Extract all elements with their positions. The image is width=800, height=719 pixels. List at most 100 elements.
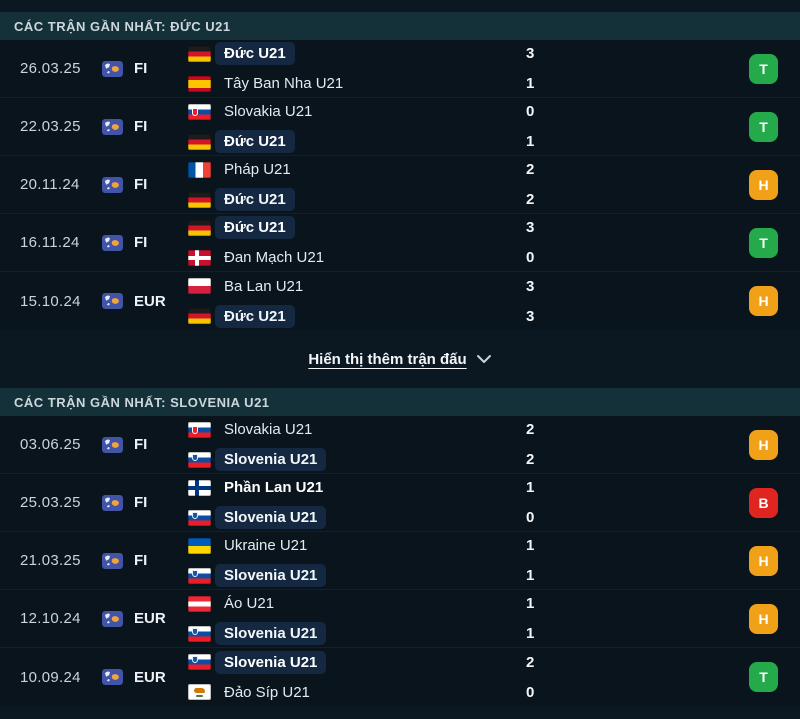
team-line: Phần Lan U21 — [188, 475, 524, 500]
league-cell: FI — [102, 494, 188, 511]
result-cell: T — [749, 53, 800, 84]
world-league-icon — [102, 610, 123, 627]
germany-flag-icon — [188, 133, 211, 150]
team-matches-section: CÁC TRẬN GẦN NHẤT: SLOVENIA U21 03.06.25… — [0, 388, 800, 706]
league-cell: FI — [102, 176, 188, 193]
match-date: 25.03.25 — [20, 494, 81, 511]
match-row[interactable]: 20.11.24 FI Pháp U21 — [0, 156, 800, 214]
scores-cell: 3 3 — [524, 274, 554, 329]
team-name: Slovenia U21 — [215, 506, 327, 529]
slovakia-flag-icon — [188, 103, 211, 120]
team-score: 2 — [526, 421, 535, 438]
team-line: Đức U21 — [188, 215, 524, 240]
team-score: 1 — [526, 537, 535, 554]
team-score: 1 — [526, 75, 535, 92]
team-score: 0 — [526, 509, 535, 526]
match-row[interactable]: 12.10.24 EUR Áo U21 — [0, 590, 800, 648]
teams-cell: Pháp U21 Đức U21 — [188, 157, 524, 212]
team-line: Slovakia U21 — [188, 99, 524, 124]
league-cell: FI — [102, 234, 188, 251]
team-score: 3 — [526, 307, 535, 325]
team-name: Đức U21 — [215, 42, 295, 65]
match-date: 16.11.24 — [20, 234, 80, 251]
match-date: 03.06.25 — [20, 436, 81, 453]
team-line: Slovenia U21 — [188, 563, 524, 588]
match-date: 15.10.24 — [20, 292, 81, 310]
teams-cell: Đức U21 Tây Ban Nha U21 — [188, 41, 524, 96]
team-name: Tây Ban Nha U21 — [224, 75, 344, 92]
team-name: Áo U21 — [224, 595, 275, 612]
match-row[interactable]: 10.09.24 EUR Slovenia U21 — [0, 648, 800, 706]
match-row[interactable]: 21.03.25 FI Ukraine U21 — [0, 532, 800, 590]
match-row[interactable]: 22.03.25 FI Slovakia U21 — [0, 98, 800, 156]
match-row[interactable]: 16.11.24 FI Đức U21 — [0, 214, 800, 272]
teams-cell: Slovakia U21 Slovenia U21 — [188, 417, 524, 472]
show-more-bar: Hiển thị thêm trận đấu — [0, 330, 800, 388]
team-name: Đức U21 — [215, 304, 295, 328]
team-score: 1 — [526, 595, 535, 612]
team-name: Slovenia U21 — [215, 650, 327, 674]
result-badge: T — [749, 111, 778, 142]
team-name: Slovakia U21 — [224, 103, 313, 120]
match-row[interactable]: 15.10.24 EUR Ba Lan U21 — [0, 272, 800, 330]
team-line: Đảo Síp U21 — [188, 680, 524, 705]
league-cell: FI — [102, 552, 188, 569]
match-date: 26.03.25 — [20, 60, 81, 77]
result-cell: H — [749, 545, 800, 576]
team-line: Slovenia U21 — [188, 621, 524, 646]
section-title: CÁC TRẬN GẦN NHẤT: ĐỨC U21 — [14, 18, 231, 34]
team-line: Đan Mạch U21 — [188, 245, 524, 270]
match-list: 03.06.25 FI Slovakia U21 — [0, 416, 800, 706]
section-header: CÁC TRẬN GẦN NHẤT: ĐỨC U21 — [0, 12, 800, 40]
teams-cell: Ba Lan U21 Đức U21 — [188, 274, 524, 329]
scores-cell: 3 1 — [524, 41, 554, 96]
team-name: Đảo Síp U21 — [224, 683, 310, 701]
league-code: FI — [134, 60, 148, 77]
result-badge: H — [749, 169, 778, 200]
team-line: Áo U21 — [188, 591, 524, 616]
team-name: Đức U21 — [215, 188, 295, 211]
world-league-icon — [102, 234, 123, 251]
slovakia-flag-icon — [188, 421, 211, 438]
slovenia-flag-icon — [188, 509, 211, 526]
germany-flag-icon — [188, 45, 211, 62]
team-name: Đan Mạch U21 — [224, 249, 325, 266]
slovenia-flag-icon — [188, 654, 211, 670]
match-date: 10.09.24 — [20, 668, 81, 686]
team-name: Slovenia U21 — [215, 448, 327, 471]
match-row[interactable]: 03.06.25 FI Slovakia U21 — [0, 416, 800, 474]
world-league-icon — [102, 118, 123, 135]
team-name: Slovakia U21 — [224, 421, 313, 438]
team-score: 1 — [526, 625, 535, 642]
league-code: EUR — [134, 668, 166, 686]
league-cell: EUR — [102, 610, 188, 627]
teams-cell: Slovakia U21 Đức U21 — [188, 99, 524, 154]
world-league-icon — [102, 436, 123, 453]
teams-cell: Ukraine U21 Slovenia U21 — [188, 533, 524, 588]
team-line: Ukraine U21 — [188, 533, 524, 558]
team-score: 1 — [526, 133, 535, 150]
team-score: 2 — [526, 191, 535, 208]
world-league-icon — [102, 60, 123, 77]
team-score: 3 — [526, 219, 535, 236]
team-line: Slovenia U21 — [188, 505, 524, 530]
team-line: Đức U21 — [188, 41, 524, 66]
world-league-icon — [102, 494, 123, 511]
league-cell: FI — [102, 118, 188, 135]
team-score: 0 — [526, 249, 535, 266]
match-date: 21.03.25 — [20, 552, 81, 569]
cyprus-flag-icon — [188, 684, 211, 700]
section-title: CÁC TRẬN GẦN NHẤT: SLOVENIA U21 — [14, 394, 270, 410]
germany-flag-icon — [188, 219, 211, 236]
chevron-down-icon — [476, 355, 491, 363]
team-line: Đức U21 — [188, 304, 524, 329]
result-badge: H — [749, 545, 778, 576]
match-row[interactable]: 26.03.25 FI Đức U21 — [0, 40, 800, 98]
match-row[interactable]: 25.03.25 FI Phần Lan U21 — [0, 474, 800, 532]
show-more-link[interactable]: Hiển thị thêm trận đấu — [308, 351, 491, 368]
league-code: EUR — [134, 292, 166, 310]
slovenia-flag-icon — [188, 625, 211, 642]
world-league-icon — [102, 176, 123, 193]
team-name: Phần Lan U21 — [224, 479, 324, 496]
